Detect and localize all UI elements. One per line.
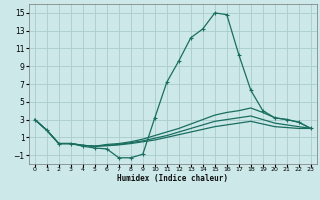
X-axis label: Humidex (Indice chaleur): Humidex (Indice chaleur) xyxy=(117,174,228,183)
